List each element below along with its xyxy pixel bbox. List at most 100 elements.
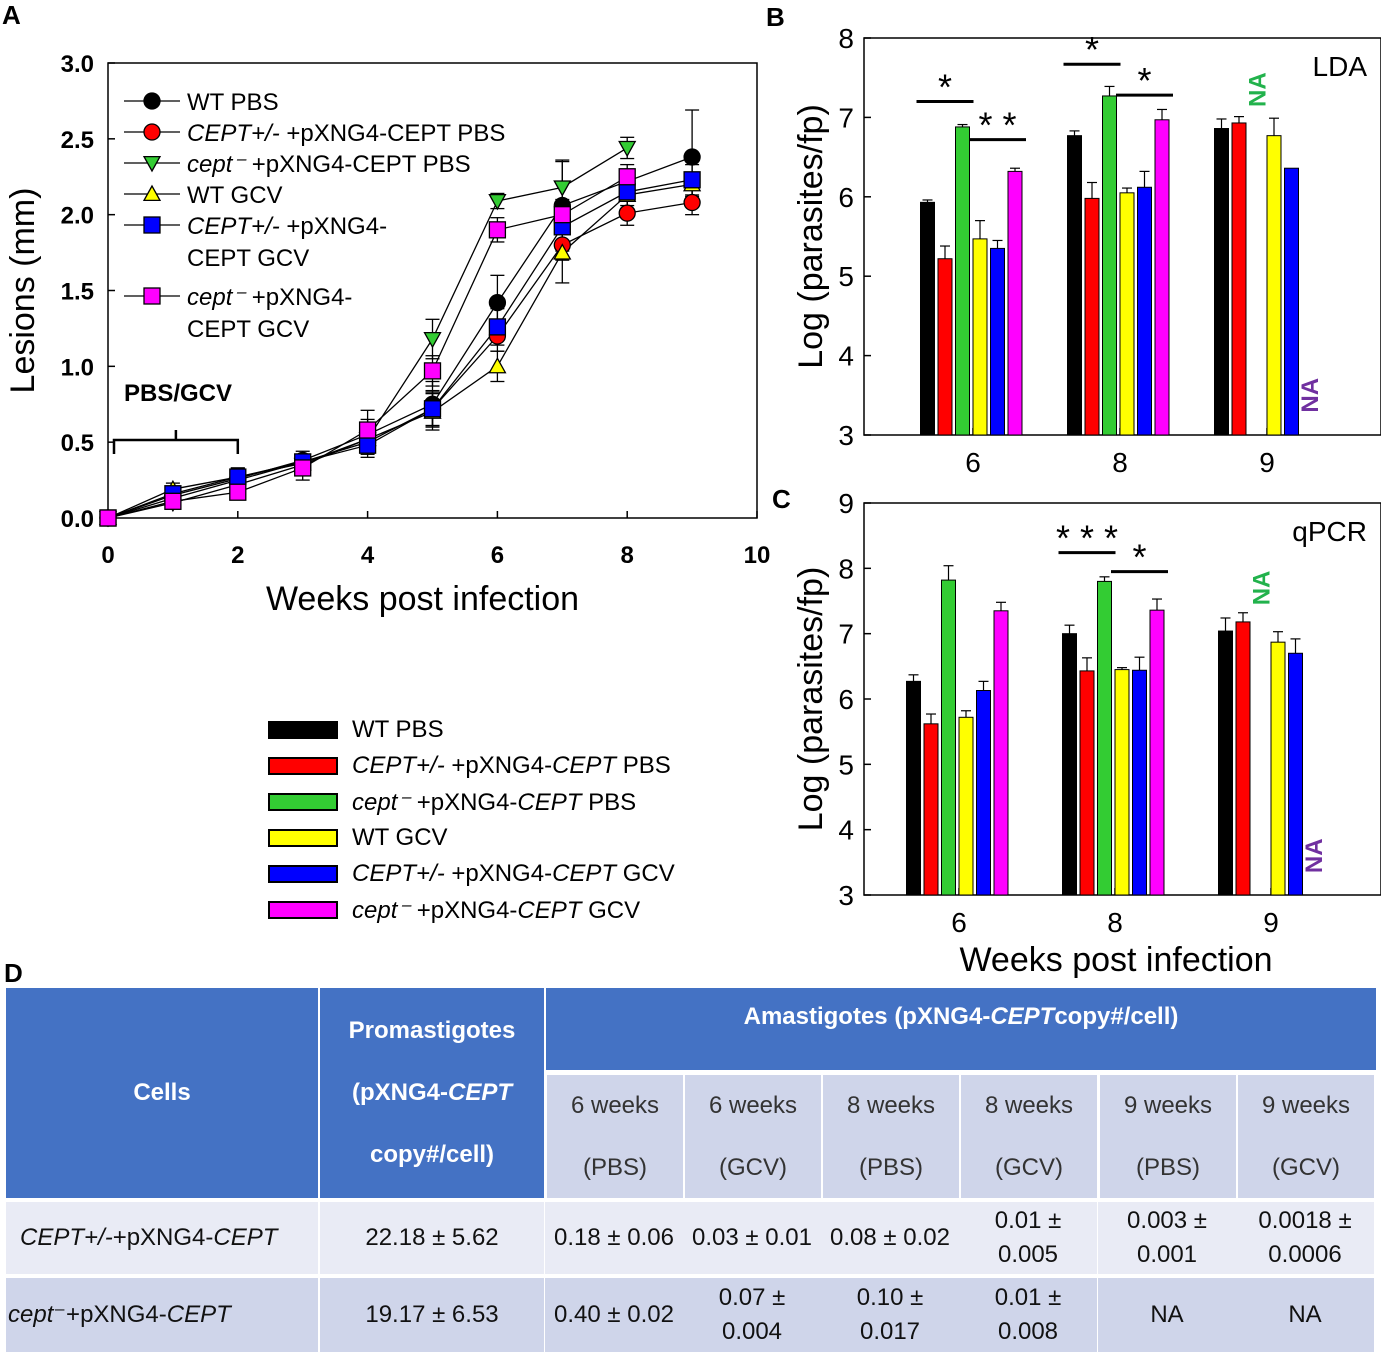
significance-mark: *	[938, 67, 952, 108]
legend-label: WT GCV	[352, 824, 448, 851]
amastigote-value: 0.18 ± 0.06	[545, 1202, 683, 1274]
x-tick-label: 0	[101, 542, 114, 569]
amastigote-value: NA	[1236, 1278, 1374, 1352]
y-tick-label: 0.0	[61, 506, 94, 533]
data-point	[553, 206, 571, 224]
data-point	[488, 293, 507, 312]
bar	[1154, 119, 1170, 436]
y-tick-label: 4	[838, 341, 854, 372]
legend-label: cept⁻ +pXNG4-	[187, 284, 352, 311]
y-tick-label: 8	[838, 23, 854, 54]
data-point	[553, 243, 572, 260]
y-tick-label: 6	[838, 684, 854, 715]
y-tick-label: 0.5	[61, 430, 94, 457]
panel-a-letter: A	[2, 0, 21, 30]
legend-marker	[143, 216, 161, 234]
bar	[1266, 135, 1282, 436]
bar	[955, 126, 970, 436]
na-label: NA	[1245, 72, 1272, 107]
data-point	[294, 459, 312, 477]
data-point	[618, 204, 636, 222]
data-point	[488, 356, 507, 374]
data-point	[553, 180, 572, 197]
data-point	[99, 509, 117, 527]
week-subheader: 8 weeks (PBS)	[823, 1075, 959, 1198]
amastigote-value: 0.01 ±0.008	[959, 1278, 1097, 1352]
significance-mark: * * *	[1056, 518, 1118, 559]
x-tick-label: 8	[1107, 907, 1123, 938]
legend-label: CEPT+/- +pXNG4-	[187, 213, 387, 240]
data-point	[358, 436, 377, 454]
legend-label: CEPT+/- +pXNG4-CEPT PBS	[187, 120, 505, 147]
bar	[1079, 670, 1095, 896]
legend-entry: cept⁻ +pXNG4-CEPT GCV	[268, 892, 675, 928]
x-tick-label: 6	[965, 447, 981, 478]
data-point	[488, 221, 507, 239]
series-line	[107, 179, 693, 519]
data-point	[423, 400, 442, 418]
bar	[1270, 641, 1286, 896]
data-point	[164, 492, 182, 510]
data-point	[683, 148, 701, 166]
bar-chart-legend: WT PBS CEPT+/- +pXNG4-CEPT PBS cept⁻ +pXNG…	[268, 712, 675, 928]
x-tick-label: 9	[1263, 907, 1279, 938]
y-tick-label: 3	[838, 880, 854, 911]
y-tick-label: 2.0	[61, 203, 94, 230]
significance-mark: *	[1085, 29, 1099, 70]
panel-c-letter: C	[772, 484, 791, 514]
amastigote-value: 0.07 ±0.004	[683, 1278, 821, 1352]
bar	[1218, 630, 1233, 896]
promastigote-value: 19.17 ± 6.53	[320, 1278, 544, 1352]
qpcr-bar-chart: 3 4 5 6 7 8 9 6 8 9 Log (parasites/fp) Weeks post i…	[792, 488, 1381, 979]
legend-label: CEPT GCV	[187, 316, 309, 343]
data-point	[488, 193, 507, 211]
y-axis-label: Lesions (mm)	[4, 188, 42, 394]
legend-entry: WT GCV	[268, 820, 675, 856]
legend-entry: cept⁻ +pXNG4-CEPT PBS	[268, 784, 675, 820]
bar	[1062, 633, 1077, 896]
amastigote-value: 0.003 ±0.001	[1098, 1202, 1236, 1274]
legend-swatch	[268, 829, 338, 847]
bar	[976, 690, 991, 896]
legend-swatch	[268, 901, 338, 919]
legend-marker	[143, 123, 161, 141]
y-tick-label: 7	[838, 619, 854, 650]
amastigote-value: 0.08 ± 0.02	[821, 1202, 959, 1274]
x-tick-label: 6	[951, 907, 967, 938]
legend-label: WT PBS	[187, 89, 279, 116]
data-point	[229, 468, 247, 486]
bar	[1137, 186, 1152, 436]
row-label: CEPT+/- +pXNG4- CEPT	[6, 1202, 318, 1274]
y-tick-label: 5	[838, 261, 854, 292]
bar	[1084, 197, 1100, 436]
legend-label: CEPT GCV	[187, 245, 309, 272]
bar	[990, 247, 1005, 436]
na-label: NA	[1297, 378, 1324, 413]
x-tick-label: 9	[1259, 447, 1275, 478]
y-tick-label: 8	[838, 553, 854, 584]
amastigote-value: 0.03 ± 0.01	[683, 1202, 821, 1274]
y-tick-label: 4	[838, 815, 854, 846]
bar	[923, 723, 939, 896]
bar	[937, 258, 953, 436]
y-axis-label: Log (parasites/fp)	[792, 104, 830, 369]
y-tick-label: 7	[838, 102, 854, 133]
x-axis-label: Weeks post infection	[959, 941, 1272, 979]
promastigotes-header: Promastigotes (pXNG4-CEPT copy#/cell)	[320, 988, 544, 1198]
data-point	[229, 483, 247, 501]
legend-entry: CEPT+/- +pXNG4-CEPT GCV	[268, 856, 675, 892]
amastigote-value: NA	[1098, 1278, 1236, 1352]
legend-entry: CEPT+/- +pXNG4-CEPT PBS	[268, 748, 675, 784]
bar	[1007, 170, 1023, 436]
significance-mark: *	[1137, 60, 1151, 101]
bar	[1149, 609, 1165, 896]
amastigote-value: 0.0018 ±0.0006	[1236, 1202, 1374, 1274]
y-axis-label: Log (parasites/fp)	[792, 567, 830, 832]
panel-d-letter: D	[4, 958, 23, 988]
cells-header: Cells	[6, 988, 318, 1198]
data-point	[683, 193, 701, 212]
legend-marker	[143, 287, 161, 305]
week-subheader: 8 weeks (GCV)	[961, 1075, 1097, 1198]
legend-label: cept⁻ +pXNG4-CEPT GCV	[352, 896, 641, 924]
bar	[1102, 95, 1117, 436]
